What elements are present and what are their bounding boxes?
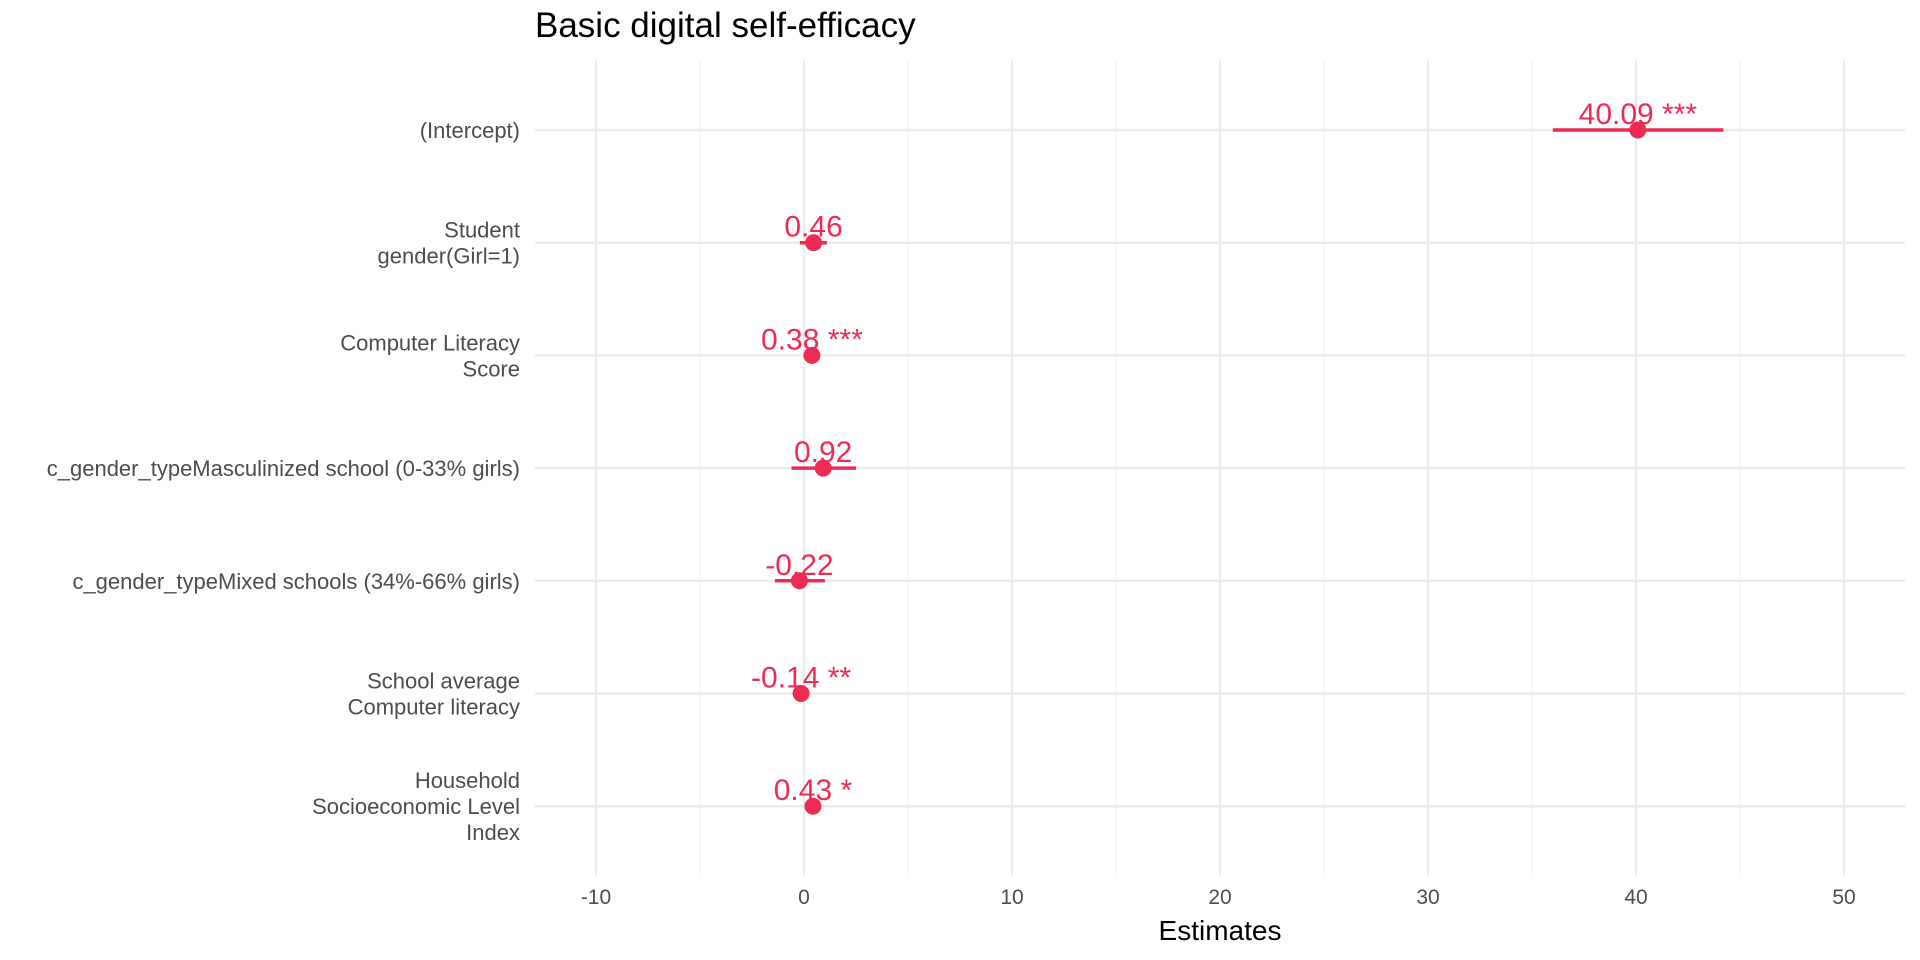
term-label-line: c_gender_typeMasculinized school (0-33% …: [47, 456, 520, 481]
estimate-label: 0.38 ***: [761, 323, 863, 356]
term-label: Household Socioeconomic Level Index: [312, 768, 520, 845]
term-label-line: Computer Literacy: [340, 330, 520, 355]
term-label: Computer Literacy Score: [340, 330, 520, 381]
estimate-label: -0.14 **: [751, 662, 851, 695]
x-tick-label: 40: [1624, 886, 1647, 909]
estimate-point: [805, 234, 823, 252]
estimate-label: 40.09 ***: [1579, 98, 1698, 131]
term-label-line: Score: [463, 356, 520, 381]
x-tick-label: 0: [798, 886, 810, 909]
estimate-point: [804, 797, 822, 815]
term-label-line: Household: [415, 768, 520, 793]
x-tick-label: 10: [1000, 886, 1023, 909]
term-label: School average Computer literacy: [348, 669, 520, 720]
term-label: c_gender_typeMasculinized school (0-33% …: [47, 456, 520, 481]
term-label-line: Socioeconomic Level: [312, 794, 520, 819]
x-tick-label: 50: [1832, 886, 1855, 909]
term-label-line: c_gender_typeMixed schools (34%-66% girl…: [72, 569, 520, 594]
term-label-line: Student: [444, 218, 520, 243]
x-axis-label: Estimates: [1159, 915, 1282, 946]
term-label: (Intercept): [420, 118, 520, 143]
term-label: Student gender(Girl=1): [378, 218, 520, 269]
x-tick-labels: -10 0 10 20 30 40 50: [581, 886, 1856, 909]
estimate-label: 0.92: [794, 436, 852, 469]
term-label: c_gender_typeMixed schools (34%-66% girl…: [72, 569, 520, 594]
term-label-line: (Intercept): [420, 118, 520, 143]
estimate-point: [790, 572, 808, 590]
term-label-line: Index: [466, 820, 520, 845]
estimate-label: -0.22: [765, 549, 833, 582]
estimate-marks: 40.09 *** 0.46 0.38 *** 0.92 -0.22 -0.14 ** 0.…: [751, 98, 1724, 815]
x-tick-label: -10: [581, 886, 611, 909]
estimate-label: 0.43 *: [774, 774, 853, 807]
term-label-line: Computer literacy: [348, 695, 520, 720]
estimate-label: 0.46: [784, 211, 842, 244]
term-label-line: School average: [367, 669, 520, 694]
x-tick-label: 30: [1416, 886, 1439, 909]
estimate-point: [803, 346, 821, 364]
term-gridlines: [535, 128, 1905, 808]
term-label-line: gender(Girl=1): [378, 244, 520, 269]
term-labels: (Intercept) Student gender(Girl=1) Computer…: [47, 118, 520, 845]
chart-title: Basic digital self-efficacy: [535, 6, 916, 45]
estimate-point: [814, 459, 832, 477]
x-tick-label: 20: [1208, 886, 1231, 909]
estimate-point: [792, 685, 810, 702]
estimate-point: [1629, 121, 1647, 139]
